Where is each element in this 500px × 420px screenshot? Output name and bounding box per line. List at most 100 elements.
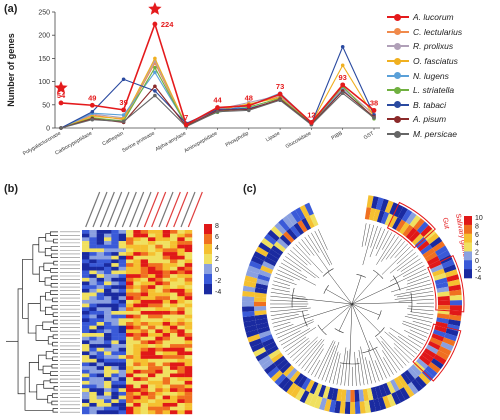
y-tick-label: 250 xyxy=(38,10,50,17)
ring-cell-outer xyxy=(368,399,377,413)
heatmap-cell xyxy=(89,358,97,363)
heatmap-cell xyxy=(104,285,112,290)
heatmap-cell xyxy=(111,344,119,348)
legend-item: A. lucorum xyxy=(387,10,497,25)
tree-branch xyxy=(396,255,419,272)
data-point xyxy=(121,107,126,113)
ring-cell-inner xyxy=(276,237,289,250)
heatmap-cell xyxy=(126,248,134,253)
heatmap-cell xyxy=(82,336,90,341)
heatmap-cell xyxy=(104,266,112,271)
heatmap-cell xyxy=(162,340,171,345)
heatmap-cell xyxy=(170,362,178,367)
heatmap-cell xyxy=(155,347,163,352)
ring-cell-outer xyxy=(415,375,427,389)
heatmap-cell xyxy=(170,406,178,411)
heatmap-cell xyxy=(111,410,119,415)
ring-cell-inner xyxy=(268,248,281,260)
heatmap-cell xyxy=(89,366,97,371)
dendrogram-branch xyxy=(50,268,58,273)
heatmap-cell xyxy=(162,410,171,415)
column-label-mark xyxy=(143,191,159,228)
heatmap-cell xyxy=(133,391,141,396)
tree-branch xyxy=(314,230,333,265)
heatmap-cell xyxy=(96,329,105,334)
heatmap-cell xyxy=(111,241,119,245)
tree-branch xyxy=(381,340,404,369)
ring-label-gut: Gut xyxy=(441,217,450,229)
tree-branch xyxy=(282,327,317,349)
heatmap-cell xyxy=(96,259,105,264)
heatmap-cell xyxy=(170,380,178,385)
data-point xyxy=(215,109,220,114)
heatmap-cell xyxy=(89,296,97,301)
dendrogram-branch xyxy=(50,253,58,258)
heatmap-cell xyxy=(155,369,163,374)
ring-cell-inner xyxy=(407,367,419,380)
heatmap-cell xyxy=(118,333,127,337)
tree-stem xyxy=(351,303,381,333)
heatmap-cell xyxy=(162,292,171,297)
ring-cell-inner xyxy=(402,224,414,237)
colorbar-tick-label: 2 xyxy=(475,249,479,256)
heatmap-cell xyxy=(126,358,134,363)
heatmap-cell xyxy=(133,244,141,249)
heatmap-cell xyxy=(184,406,193,411)
heatmap-cell xyxy=(111,314,119,319)
heatmap-cell xyxy=(82,366,90,371)
heatmap-cell xyxy=(155,355,163,359)
heatmap-cell xyxy=(104,274,112,279)
heatmap-cell xyxy=(82,380,90,385)
x-tick-label: Cathepsin xyxy=(101,130,124,147)
colorbar-tick-label: 0 xyxy=(215,267,219,274)
heatmap-cell xyxy=(96,347,105,352)
colorbar-tick-label: 2 xyxy=(215,256,219,263)
heatmap-cell xyxy=(148,351,156,356)
x-tick-label: Glucosidase xyxy=(285,130,313,150)
ring-cell-inner xyxy=(270,352,284,363)
tree-branch xyxy=(301,239,315,256)
heatmap-cell xyxy=(96,380,105,385)
column-label-mark xyxy=(173,191,189,228)
column-label-mark xyxy=(121,191,137,228)
ring-cell-inner xyxy=(430,264,444,273)
heatmap-cell xyxy=(177,395,185,400)
heatmap-cell xyxy=(148,237,156,242)
tree-branch xyxy=(336,364,341,385)
legend-label: A. lucorum xyxy=(413,12,454,23)
heatmap-cell xyxy=(104,333,112,337)
ring-cell-inner xyxy=(378,384,387,398)
ring-cell-outer xyxy=(433,354,447,365)
legend-label: N. lugens xyxy=(413,70,449,81)
heatmap-cell xyxy=(140,292,149,297)
dendrogram-branch xyxy=(38,237,46,253)
heatmap-cell xyxy=(177,380,185,385)
tree-branch xyxy=(275,273,294,281)
dendrogram-branch xyxy=(45,233,54,242)
heatmap-cell xyxy=(148,391,156,396)
heatmap-cell xyxy=(111,362,119,367)
legend-item: M. persicae xyxy=(387,127,497,142)
heatmap-cell xyxy=(82,237,90,242)
heatmap-cell xyxy=(155,303,163,308)
ring-cell-inner xyxy=(261,261,275,271)
heatmap-cell xyxy=(118,369,127,374)
heatmap-cell xyxy=(177,369,185,374)
ring-cell-inner xyxy=(266,345,279,356)
heatmap-cell xyxy=(140,233,149,238)
tree-branch xyxy=(375,348,391,377)
heatmap-cell xyxy=(170,358,178,363)
heatmap-cell xyxy=(89,325,97,330)
heatmap-cell xyxy=(82,263,90,267)
heatmap-cell xyxy=(126,377,134,382)
colorbar-segment xyxy=(204,224,212,235)
heatmap-cell xyxy=(89,369,97,374)
ring-cell-outer xyxy=(389,202,399,216)
heatmap-cell xyxy=(177,391,185,396)
ring-cell-outer xyxy=(295,207,306,221)
heatmap-cell xyxy=(155,351,163,356)
tree-branch xyxy=(287,252,320,279)
heatmap-cell xyxy=(111,380,119,385)
heatmap-cell xyxy=(82,230,90,234)
heatmap-cell xyxy=(170,391,178,396)
